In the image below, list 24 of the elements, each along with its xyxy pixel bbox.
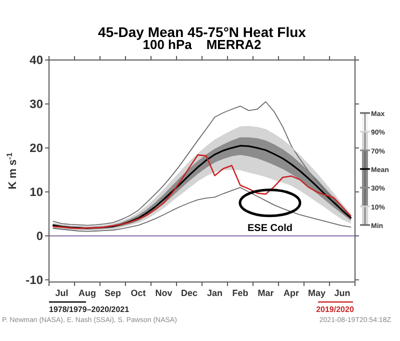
y-tick-label: 30	[30, 96, 44, 111]
x-tick-label: Aug	[78, 288, 96, 298]
chart-subtitle: 100 hPa MERRA2	[142, 37, 262, 52]
x-tick-label: Mar	[258, 288, 274, 298]
x-tick-label: Jan	[206, 288, 223, 298]
x-tick-label: Apr	[284, 288, 300, 298]
legend-label: 2019/2020	[316, 305, 354, 314]
x-tick-label: Nov	[155, 288, 172, 298]
x-tick-label: Feb	[232, 288, 249, 298]
x-tick-label: Oct	[130, 288, 146, 298]
x-tick-label: Dec	[180, 288, 198, 298]
y-tick-label: 10	[30, 184, 44, 199]
x-tick-label: Jul	[55, 288, 68, 298]
y-tick-label: 0	[36, 228, 44, 243]
x-tick-label: Sep	[104, 288, 122, 298]
annotation: ESE Cold	[247, 222, 293, 234]
chart-title: 45-Day Mean 45-75°N Heat Flux	[98, 24, 306, 40]
text: 1978/1979–2020/2021	[49, 305, 130, 314]
x-tick-label: May	[308, 288, 326, 298]
y-tick-label: -10	[26, 272, 44, 287]
y-tick-label: 20	[30, 140, 44, 155]
y-tick-label: 40	[30, 53, 44, 67]
x-tick-label: Jun	[334, 288, 350, 298]
line-series	[52, 187, 352, 232]
